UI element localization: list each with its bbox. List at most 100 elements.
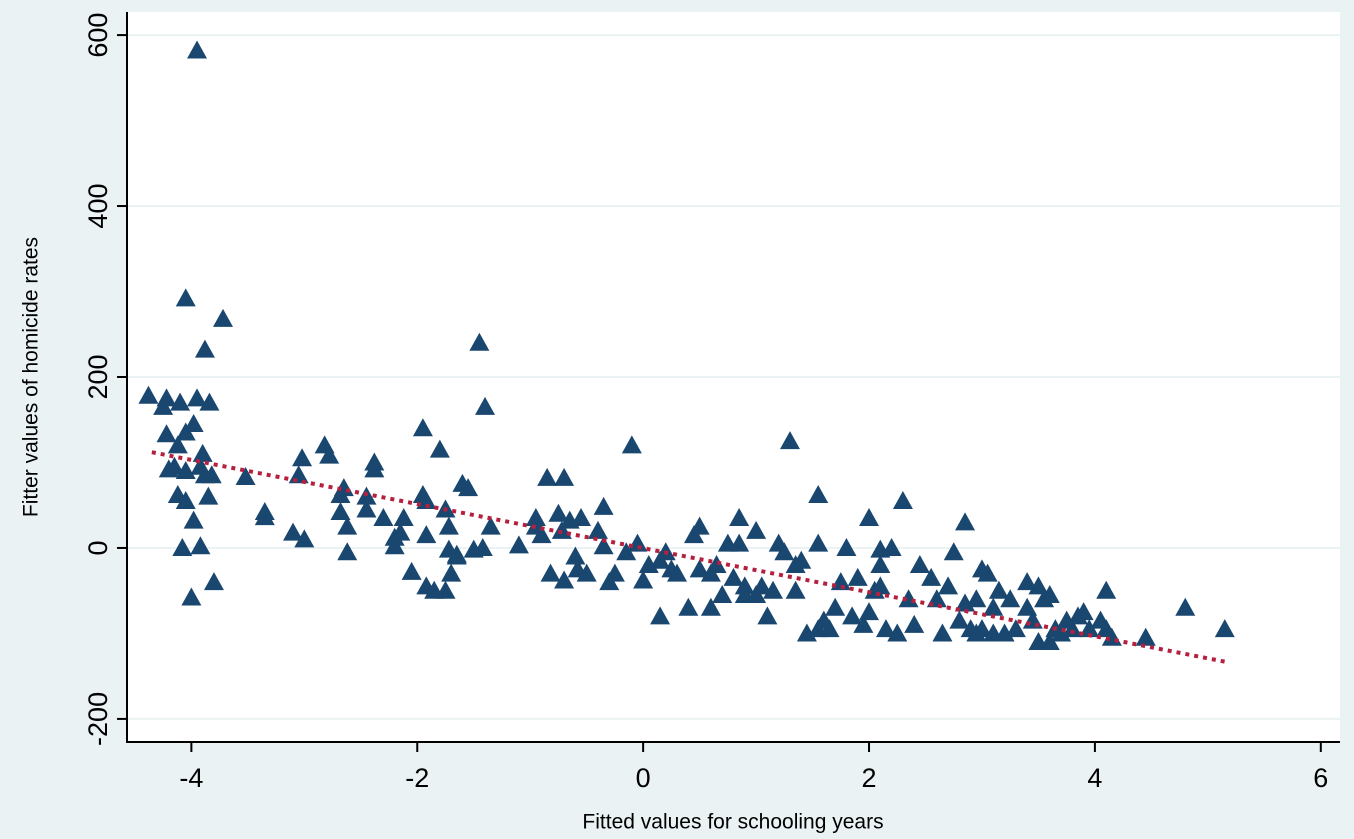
triangle-marker xyxy=(904,614,925,633)
triangle-marker xyxy=(706,555,727,574)
triangle-marker xyxy=(170,392,191,411)
triangle-marker xyxy=(187,388,208,407)
triangle-marker xyxy=(508,535,529,554)
triangle-marker xyxy=(791,550,812,569)
triangle-marker xyxy=(175,490,196,509)
y-axis-title: Fitter values of homicide rates xyxy=(20,237,43,517)
triangle-marker xyxy=(988,580,1009,599)
triangle-marker xyxy=(842,606,863,625)
triangle-marker xyxy=(540,563,561,582)
triangle-marker xyxy=(213,308,234,327)
triangle-marker xyxy=(621,435,642,454)
triangle-marker xyxy=(1175,597,1196,616)
triangle-marker xyxy=(1000,589,1021,608)
triangle-marker xyxy=(938,576,959,595)
triangle-marker xyxy=(192,443,213,462)
x-tick-label: 6 xyxy=(1313,763,1328,793)
triangle-marker xyxy=(435,580,456,599)
triangle-marker xyxy=(1214,619,1235,638)
triangle-marker xyxy=(638,555,659,574)
triangle-marker xyxy=(785,580,806,599)
triangle-marker xyxy=(576,563,597,582)
triangle-marker xyxy=(808,619,829,638)
y-tick-label: -200 xyxy=(83,692,113,746)
triangle-marker xyxy=(531,525,552,544)
triangle-marker xyxy=(175,288,196,307)
triangle-marker xyxy=(870,555,891,574)
triangle-marker xyxy=(1017,597,1038,616)
triangle-marker xyxy=(661,559,682,578)
triangle-marker xyxy=(283,522,304,541)
triangle-marker xyxy=(438,516,459,535)
triangle-marker xyxy=(729,508,750,527)
x-axis-title: Fitted values for schooling years xyxy=(582,811,883,834)
triangle-marker xyxy=(808,533,829,552)
triangle-marker xyxy=(1017,572,1038,591)
triangle-marker xyxy=(616,542,637,561)
triangle-marker xyxy=(932,623,953,642)
triangle-marker xyxy=(412,418,433,437)
triangle-marker xyxy=(158,459,179,478)
x-tick-label: 2 xyxy=(862,763,877,793)
triangle-marker xyxy=(393,508,414,527)
triangle-marker xyxy=(870,576,891,595)
triangle-marker xyxy=(156,424,177,443)
triangle-marker xyxy=(429,439,450,458)
y-tick-label: 400 xyxy=(83,184,113,229)
triangle-marker xyxy=(458,478,479,497)
triangle-marker xyxy=(1079,619,1100,638)
triangle-marker xyxy=(187,40,208,59)
triangle-marker xyxy=(779,431,800,450)
x-tick-label: 4 xyxy=(1087,763,1102,793)
triangle-marker xyxy=(537,467,558,486)
x-tick-label: -2 xyxy=(405,763,429,793)
triangle-marker xyxy=(384,527,405,546)
triangle-marker xyxy=(337,516,358,535)
triangle-marker xyxy=(774,542,795,561)
triangle-marker xyxy=(689,516,710,535)
triangle-marker xyxy=(892,490,913,509)
triangle-marker xyxy=(604,563,625,582)
fit-line xyxy=(151,450,1226,664)
triangle-marker xyxy=(763,580,784,599)
triangle-marker xyxy=(825,597,846,616)
triangle-marker xyxy=(977,563,998,582)
triangle-marker xyxy=(472,537,493,556)
triangle-marker xyxy=(401,561,422,580)
triangle-marker xyxy=(943,542,964,561)
triangle-marker xyxy=(808,484,829,503)
triangle-marker xyxy=(836,537,857,556)
triangle-marker xyxy=(181,587,202,606)
triangle-marker xyxy=(593,496,614,515)
triangle-marker xyxy=(571,508,592,527)
triangle-marker xyxy=(1096,580,1117,599)
triangle-marker xyxy=(746,520,767,539)
triangle-marker xyxy=(1005,619,1026,638)
triangle-marker xyxy=(1039,584,1060,603)
triangle-marker xyxy=(330,502,351,521)
triangle-marker xyxy=(1067,606,1088,625)
triangle-marker xyxy=(921,567,942,586)
triangle-marker xyxy=(875,619,896,638)
triangle-marker xyxy=(712,584,733,603)
triangle-marker xyxy=(723,567,744,586)
triangle-marker xyxy=(859,508,880,527)
triangle-marker xyxy=(1062,619,1083,638)
triangle-marker xyxy=(416,525,437,544)
triangle-marker xyxy=(700,597,721,616)
triangle-marker xyxy=(198,486,219,505)
triangle-marker xyxy=(650,606,671,625)
triangle-marker xyxy=(554,570,575,589)
y-tick-label: 600 xyxy=(83,13,113,58)
triangle-marker xyxy=(201,465,222,484)
triangle-marker xyxy=(593,536,614,555)
triangle-marker xyxy=(909,555,930,574)
triangle-marker xyxy=(337,542,358,561)
triangle-marker xyxy=(983,597,1004,616)
triangle-marker xyxy=(587,520,608,539)
triangle-marker xyxy=(751,576,772,595)
triangle-marker xyxy=(190,536,211,555)
triangle-marker xyxy=(548,503,569,522)
triangle-marker xyxy=(183,414,204,433)
